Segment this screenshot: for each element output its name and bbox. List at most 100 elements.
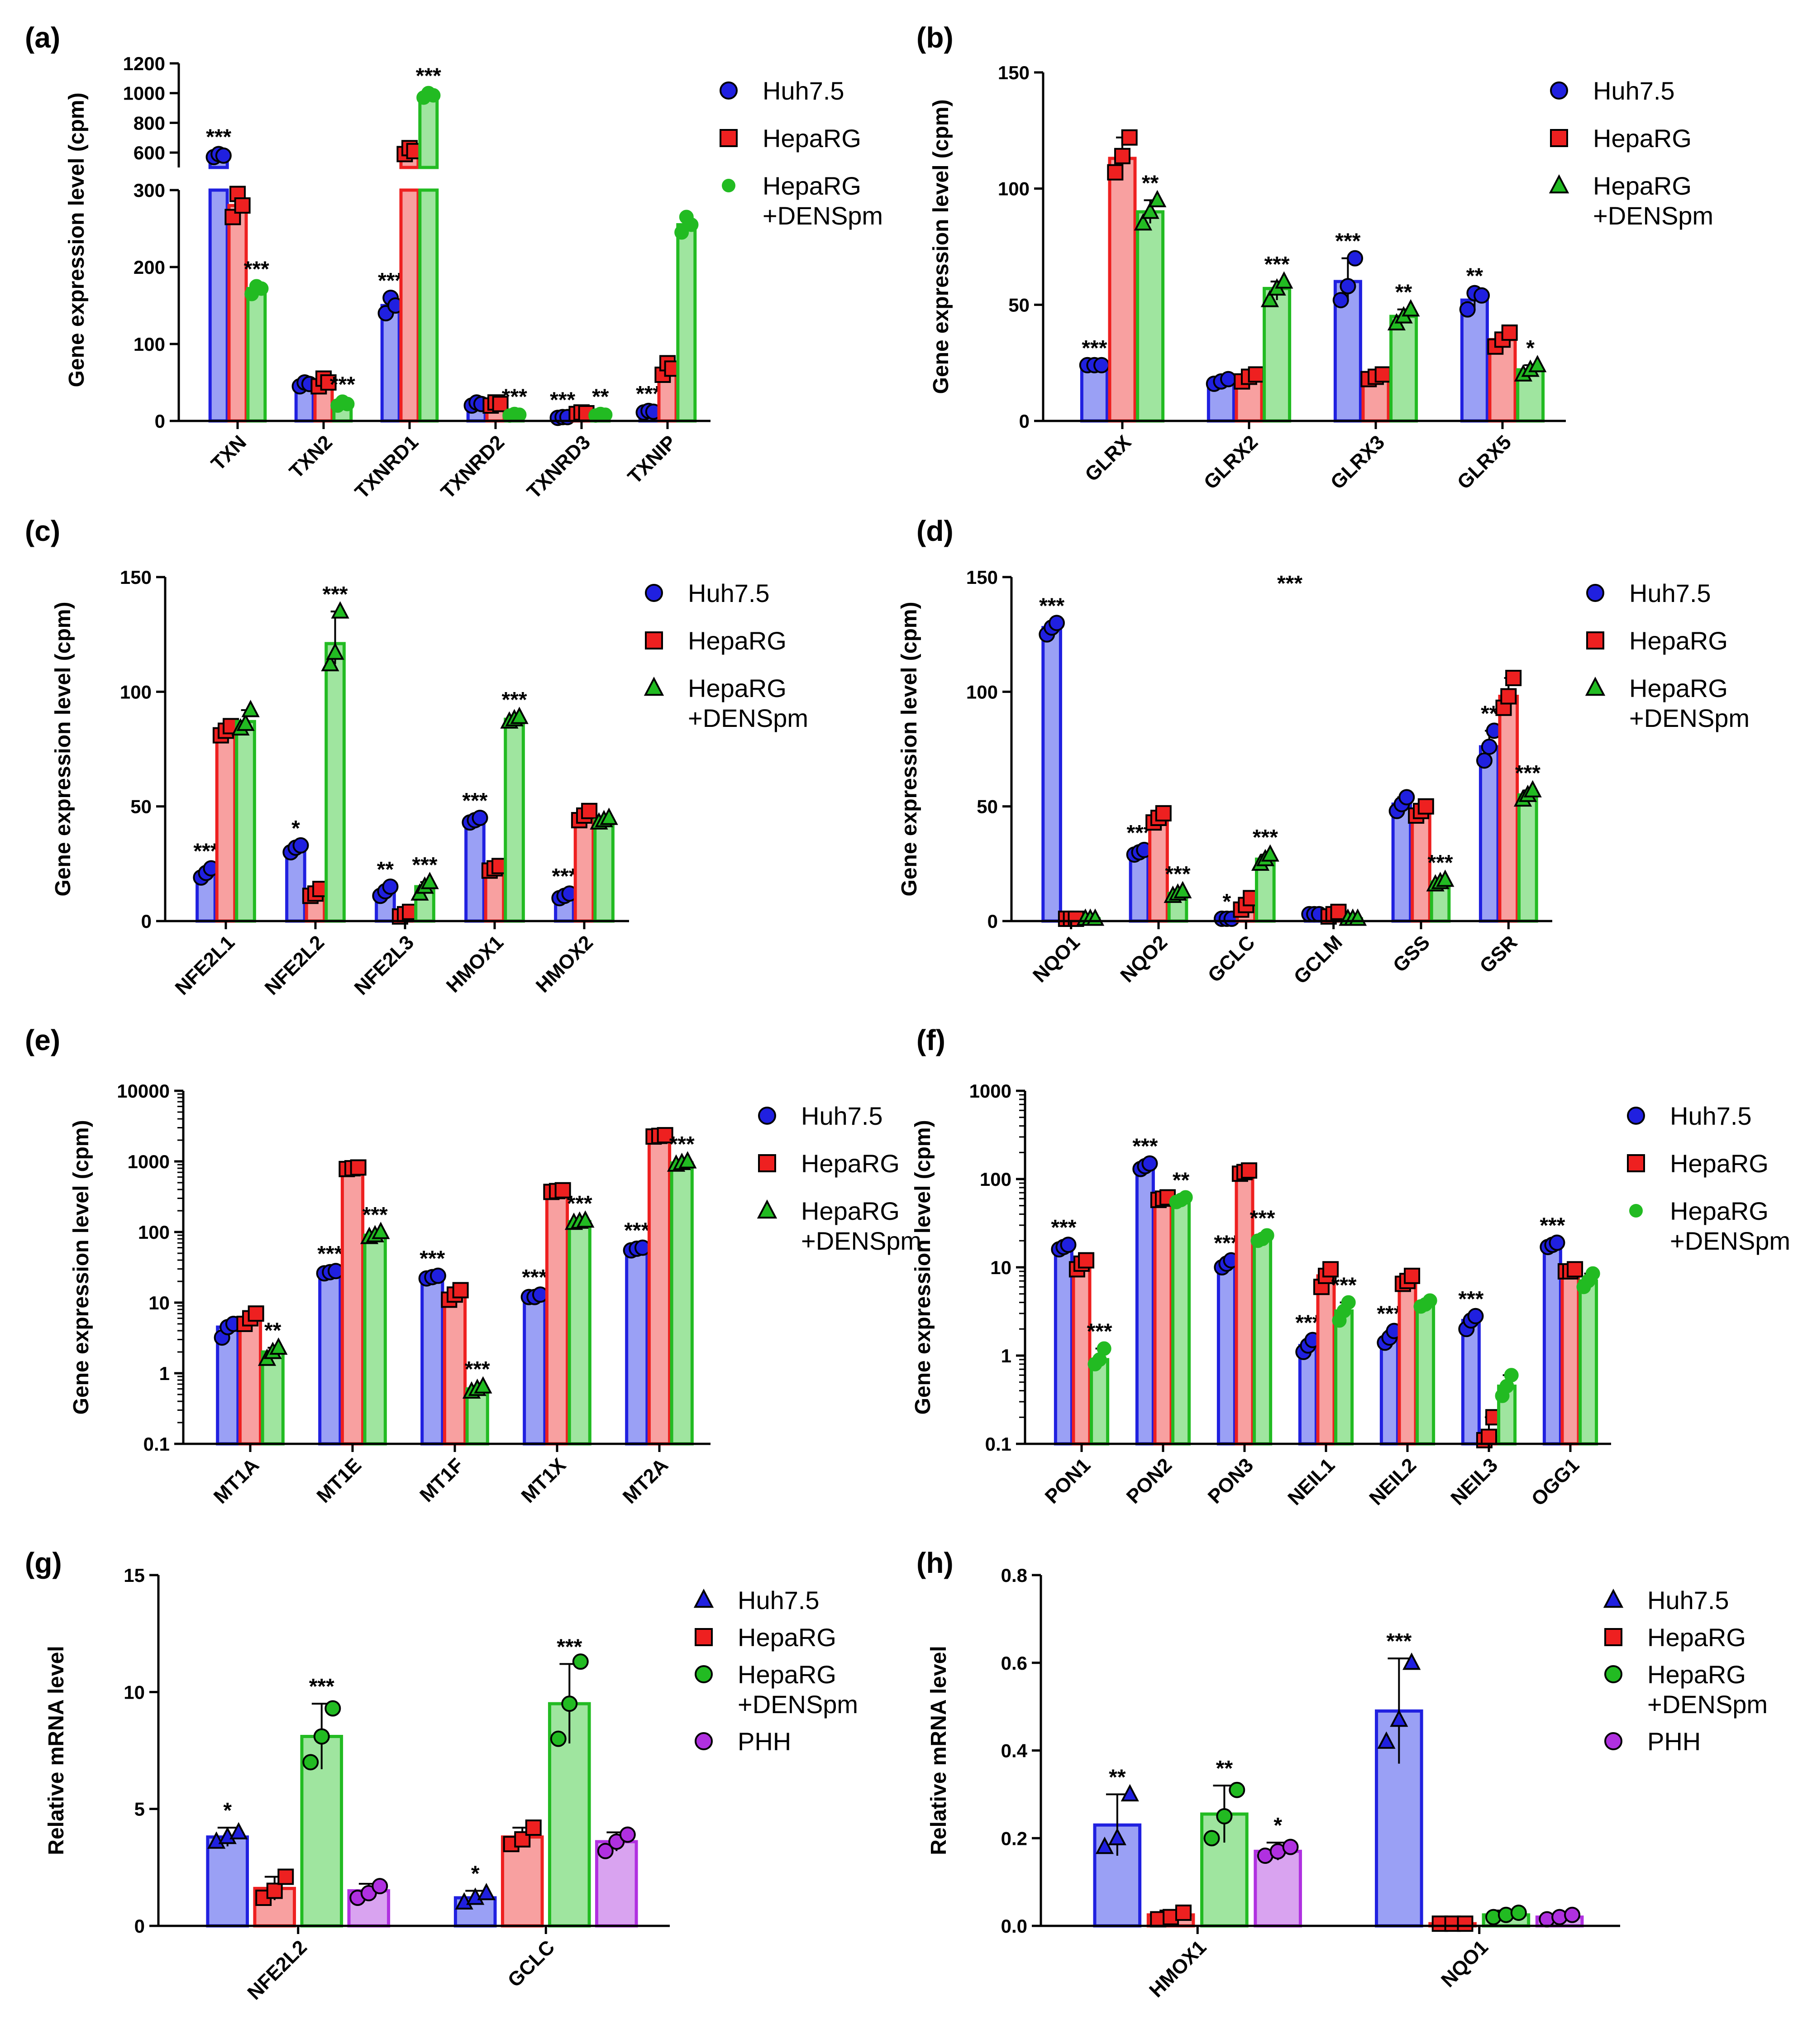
panel-label: (c): [25, 515, 60, 547]
legend-item: Huh7.5: [693, 1586, 820, 1614]
legend-item: HepaRG +DENSpm: [757, 1197, 921, 1255]
y-tick-label: 0.6: [1001, 1652, 1027, 1674]
legend-marker: [695, 1628, 713, 1646]
data-point: [1261, 844, 1279, 862]
x-tick-label: MT1F: [415, 1454, 468, 1506]
significance-label: **: [1109, 1765, 1126, 1789]
data-point: [1340, 278, 1356, 295]
data-point: [229, 1822, 248, 1839]
data-point: [1114, 148, 1130, 164]
x-tick-label: GLRX: [1081, 431, 1135, 486]
legend-marker: [758, 1107, 776, 1125]
legend-label: HepaRG +DENSpm: [738, 1660, 858, 1719]
y-tick-label: 10: [990, 1257, 1011, 1278]
legend-item: HepaRG +DENSpm: [1585, 674, 1750, 732]
legend-label: HepaRG: [738, 1623, 836, 1652]
legend-item: HepaRG: [720, 124, 861, 153]
data-point: [372, 1878, 388, 1895]
bar: [1579, 1279, 1598, 1446]
data-point: [1459, 301, 1476, 318]
significance-label: *: [291, 817, 300, 841]
data-point: [1523, 780, 1542, 798]
significance-label: ***: [1132, 1135, 1158, 1159]
legend-label: Huh7.5: [1629, 579, 1711, 607]
significance-label: ***: [1428, 851, 1453, 875]
bar: [1389, 315, 1418, 423]
y-tick-label: 1000: [123, 83, 165, 104]
data-point: [1216, 1808, 1233, 1824]
x-tick-label: GCLC: [504, 1936, 559, 1991]
x-tick-label: NQO2: [1116, 931, 1172, 987]
legend-item: HepaRG: [758, 1149, 900, 1178]
data-point: [1476, 752, 1493, 769]
significance-label: ***: [502, 385, 527, 409]
y-tick-label: 5: [134, 1799, 145, 1820]
y-axis-label: Gene expression level (cpm): [897, 602, 921, 897]
data-point: [1341, 1295, 1356, 1310]
legend-item: HepaRG: [1627, 1149, 1769, 1178]
y-tick-label: 15: [124, 1565, 145, 1586]
bar: [215, 729, 237, 923]
x-tick-label: GCLC: [1204, 931, 1259, 987]
x-tick-label: TXN: [207, 431, 251, 475]
bar: [647, 1134, 672, 1446]
legend-item: Huh7.5: [1603, 1586, 1729, 1614]
legend-label: HepaRG: [1670, 1149, 1769, 1178]
x-tick-label: HMOX1: [442, 931, 508, 997]
bar: [1090, 1358, 1110, 1446]
data-point: [1060, 1237, 1077, 1253]
panel-label: (f): [916, 1024, 945, 1056]
bar: [1298, 1344, 1318, 1446]
legend-label: Huh7.5: [688, 579, 770, 607]
data-point: [1500, 688, 1517, 705]
data-point: [215, 147, 232, 164]
data-point: [572, 1653, 589, 1670]
data-point: [1141, 201, 1159, 219]
data-point: [241, 700, 260, 717]
data-point: [382, 879, 399, 895]
data-point: [1095, 1836, 1114, 1854]
data-point: [684, 217, 699, 232]
data-point: [313, 1728, 330, 1745]
data-point: [1330, 903, 1347, 920]
x-tick-label: NQO1: [1029, 931, 1084, 987]
legend-marker: [1604, 1732, 1622, 1750]
bar: [1263, 287, 1292, 423]
bar: [1560, 1270, 1580, 1446]
bar: [670, 1161, 694, 1446]
legend-label: Huh7.5: [763, 76, 844, 105]
significance-label: **: [1395, 281, 1412, 305]
bar: [324, 642, 346, 923]
data-point: [466, 1887, 485, 1905]
significance-label: *: [1222, 890, 1231, 914]
data-point: [512, 407, 527, 422]
y-tick-label: 0.2: [1001, 1828, 1027, 1849]
legend-marker: [720, 129, 738, 147]
data-point: [1501, 324, 1518, 341]
bar: [573, 814, 595, 923]
bar: [1416, 1303, 1435, 1446]
legend-label: HepaRG +DENSpm: [1647, 1660, 1768, 1719]
data-point: [1402, 1652, 1421, 1670]
data-point: [581, 802, 598, 819]
x-tick-label: NQO1: [1437, 1936, 1493, 1991]
bar: [1080, 363, 1109, 423]
y-tick-label: 150: [120, 567, 152, 588]
data-point: [331, 601, 349, 619]
data-point: [1107, 164, 1124, 181]
legend-item: Huh7.5: [1550, 76, 1675, 105]
data-point: [576, 1210, 595, 1228]
bar: [1136, 210, 1165, 423]
data-point: [207, 1831, 226, 1849]
legend-item: HepaRG +DENSpm: [1604, 1660, 1768, 1719]
legend-label: HepaRG +DENSpm: [801, 1197, 921, 1255]
bar: [318, 1270, 342, 1446]
significance-label: **: [264, 1319, 281, 1343]
significance-label: **: [1481, 702, 1498, 726]
data-point: [234, 197, 251, 214]
legend-item: HepaRG: [1550, 124, 1692, 153]
legend-item: HepaRG: [1604, 1623, 1746, 1652]
